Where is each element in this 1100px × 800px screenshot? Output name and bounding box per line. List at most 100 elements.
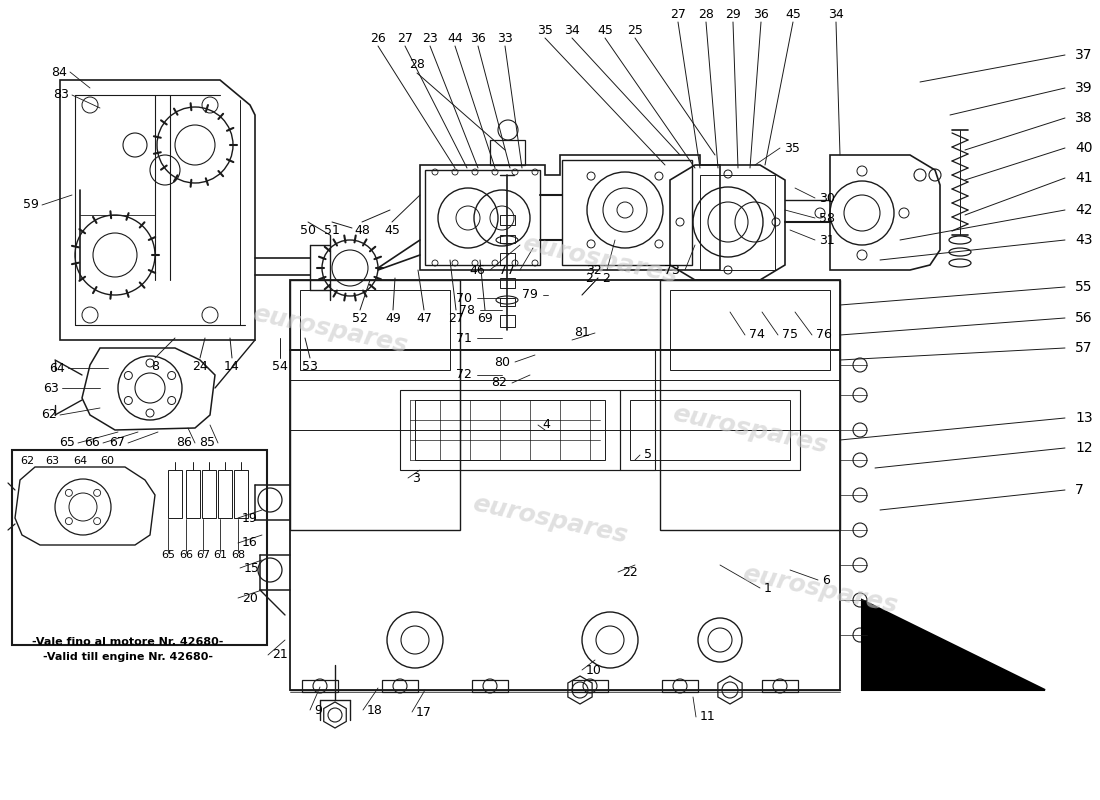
- Text: 48: 48: [354, 225, 370, 238]
- Text: 1: 1: [764, 582, 772, 594]
- Text: 23: 23: [422, 31, 438, 45]
- Text: 37: 37: [1075, 48, 1092, 62]
- Text: 22: 22: [621, 566, 638, 578]
- Text: 9: 9: [314, 703, 322, 717]
- Text: 81: 81: [574, 326, 590, 339]
- Text: 7: 7: [1075, 483, 1084, 497]
- Text: 77: 77: [499, 263, 515, 277]
- Text: 66: 66: [85, 437, 100, 450]
- Text: 45: 45: [384, 225, 400, 238]
- Text: 16: 16: [242, 537, 257, 550]
- Text: 41: 41: [1075, 171, 1092, 185]
- Bar: [425, 170, 540, 265]
- Text: 63: 63: [45, 456, 59, 466]
- Text: 57: 57: [1075, 341, 1092, 355]
- Text: 53: 53: [302, 361, 318, 374]
- Bar: [762, 680, 798, 692]
- Text: 71: 71: [456, 331, 472, 345]
- Text: 2: 2: [602, 271, 609, 285]
- Text: 67: 67: [196, 550, 210, 560]
- Text: 76: 76: [816, 329, 832, 342]
- Text: eurospares: eurospares: [740, 562, 900, 618]
- Text: 47: 47: [416, 313, 432, 326]
- Bar: [700, 175, 776, 270]
- Bar: [290, 280, 460, 530]
- Text: 46: 46: [470, 263, 485, 277]
- Bar: [500, 235, 515, 243]
- Text: 20: 20: [242, 591, 257, 605]
- Text: 79: 79: [522, 289, 538, 302]
- Text: 40: 40: [1075, 141, 1092, 155]
- Text: 69: 69: [477, 313, 493, 326]
- Text: 78: 78: [459, 303, 475, 317]
- Text: 52: 52: [352, 313, 367, 326]
- Text: -Vale fino al motore Nr. 42680-: -Vale fino al motore Nr. 42680-: [32, 637, 223, 647]
- Polygon shape: [862, 600, 1045, 690]
- Text: 44: 44: [447, 31, 463, 45]
- Bar: [630, 400, 790, 460]
- Text: 4: 4: [542, 418, 550, 431]
- Text: 18: 18: [367, 703, 383, 717]
- Text: 34: 34: [564, 23, 580, 37]
- Bar: [415, 400, 605, 460]
- Text: 15: 15: [244, 562, 260, 574]
- Text: 63: 63: [43, 382, 59, 394]
- Bar: [218, 470, 232, 518]
- Text: 43: 43: [1075, 233, 1092, 247]
- Text: 2: 2: [585, 271, 593, 285]
- Bar: [662, 680, 698, 692]
- Text: 56: 56: [1075, 311, 1092, 325]
- Text: 60: 60: [100, 456, 114, 466]
- Text: 73: 73: [664, 263, 680, 277]
- Bar: [500, 298, 515, 306]
- Text: 74: 74: [749, 329, 764, 342]
- Text: 58: 58: [820, 211, 835, 225]
- Bar: [670, 290, 830, 370]
- Text: 50: 50: [300, 225, 316, 238]
- Bar: [302, 680, 338, 692]
- Text: 67: 67: [109, 437, 125, 450]
- Bar: [562, 160, 692, 265]
- Text: 61: 61: [213, 550, 227, 560]
- Text: 54: 54: [272, 361, 288, 374]
- Bar: [234, 470, 248, 518]
- Bar: [620, 390, 800, 470]
- Text: 29: 29: [725, 7, 741, 21]
- Bar: [186, 470, 200, 518]
- Bar: [12, 450, 267, 645]
- Text: 39: 39: [1075, 81, 1092, 95]
- Text: 32: 32: [586, 263, 602, 277]
- Text: 17: 17: [416, 706, 432, 718]
- Text: 19: 19: [242, 511, 257, 525]
- Text: 27: 27: [448, 313, 464, 326]
- Text: 66: 66: [179, 550, 192, 560]
- Bar: [500, 278, 515, 288]
- Text: 13: 13: [1075, 411, 1092, 425]
- Text: 10: 10: [586, 663, 602, 677]
- Text: 62: 62: [42, 409, 57, 422]
- Text: 34: 34: [828, 7, 844, 21]
- Text: 42: 42: [1075, 203, 1092, 217]
- Text: 75: 75: [782, 329, 797, 342]
- Text: 5: 5: [644, 449, 652, 462]
- Bar: [500, 315, 515, 327]
- Text: 83: 83: [53, 89, 69, 102]
- Text: 49: 49: [385, 313, 400, 326]
- Text: 36: 36: [470, 31, 486, 45]
- Text: 28: 28: [698, 7, 714, 21]
- Bar: [202, 470, 216, 518]
- Text: 64: 64: [50, 362, 65, 374]
- Text: 86: 86: [176, 437, 192, 450]
- Text: 27: 27: [670, 7, 686, 21]
- Bar: [290, 350, 840, 690]
- Text: -Valid till engine Nr. 42680-: -Valid till engine Nr. 42680-: [43, 652, 213, 662]
- Text: 26: 26: [370, 31, 386, 45]
- Text: 21: 21: [272, 649, 288, 662]
- Bar: [572, 680, 608, 692]
- Bar: [500, 253, 515, 265]
- Text: 14: 14: [224, 361, 240, 374]
- Text: 38: 38: [1075, 111, 1092, 125]
- Text: 84: 84: [51, 66, 67, 78]
- Text: 24: 24: [192, 361, 208, 374]
- Text: eurospares: eurospares: [250, 302, 410, 358]
